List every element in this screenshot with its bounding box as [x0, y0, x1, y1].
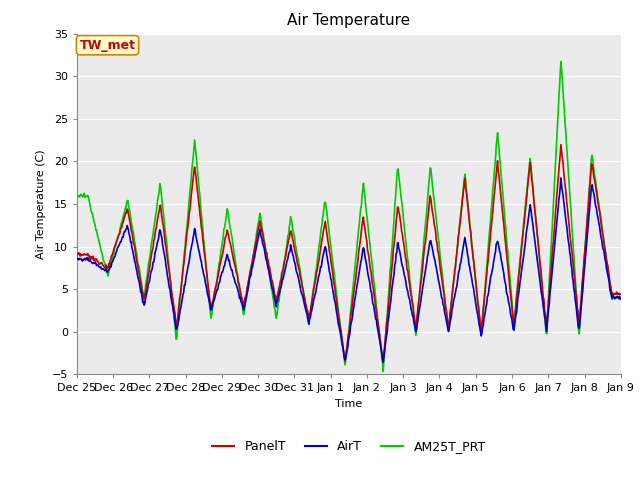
AirT — [486, 279, 494, 285]
Text: TW_met: TW_met — [79, 39, 136, 52]
AirT — [380, 359, 387, 365]
PanelT — [404, 267, 412, 273]
PanelT — [542, 317, 550, 323]
PanelT — [380, 360, 387, 365]
X-axis label: Time: Time — [335, 399, 362, 409]
AM25T_PRT — [617, 295, 625, 301]
AM25T_PRT — [380, 369, 387, 374]
AM25T_PRT — [486, 223, 494, 228]
Y-axis label: Air Temperature (C): Air Temperature (C) — [36, 149, 46, 259]
PanelT — [617, 291, 625, 297]
Line: AirT: AirT — [77, 178, 621, 362]
AirT — [73, 255, 81, 261]
Line: PanelT: PanelT — [77, 144, 621, 362]
PanelT — [420, 250, 428, 255]
PanelT — [390, 246, 397, 252]
AM25T_PRT — [404, 257, 412, 263]
AirT — [617, 295, 625, 301]
Line: AM25T_PRT: AM25T_PRT — [77, 61, 621, 372]
AirT — [542, 325, 550, 331]
PanelT — [106, 258, 114, 264]
AM25T_PRT — [106, 263, 114, 268]
AM25T_PRT — [73, 192, 81, 198]
Title: Air Temperature: Air Temperature — [287, 13, 410, 28]
AM25T_PRT — [542, 327, 550, 333]
Legend: PanelT, AirT, AM25T_PRT: PanelT, AirT, AM25T_PRT — [207, 435, 491, 458]
AM25T_PRT — [557, 59, 564, 64]
AM25T_PRT — [390, 225, 397, 230]
PanelT — [557, 142, 564, 147]
PanelT — [73, 251, 81, 256]
AirT — [557, 175, 564, 181]
AirT — [404, 288, 412, 294]
AM25T_PRT — [420, 236, 428, 241]
AirT — [390, 275, 397, 281]
AirT — [106, 264, 114, 269]
PanelT — [486, 238, 494, 243]
AirT — [420, 276, 428, 281]
